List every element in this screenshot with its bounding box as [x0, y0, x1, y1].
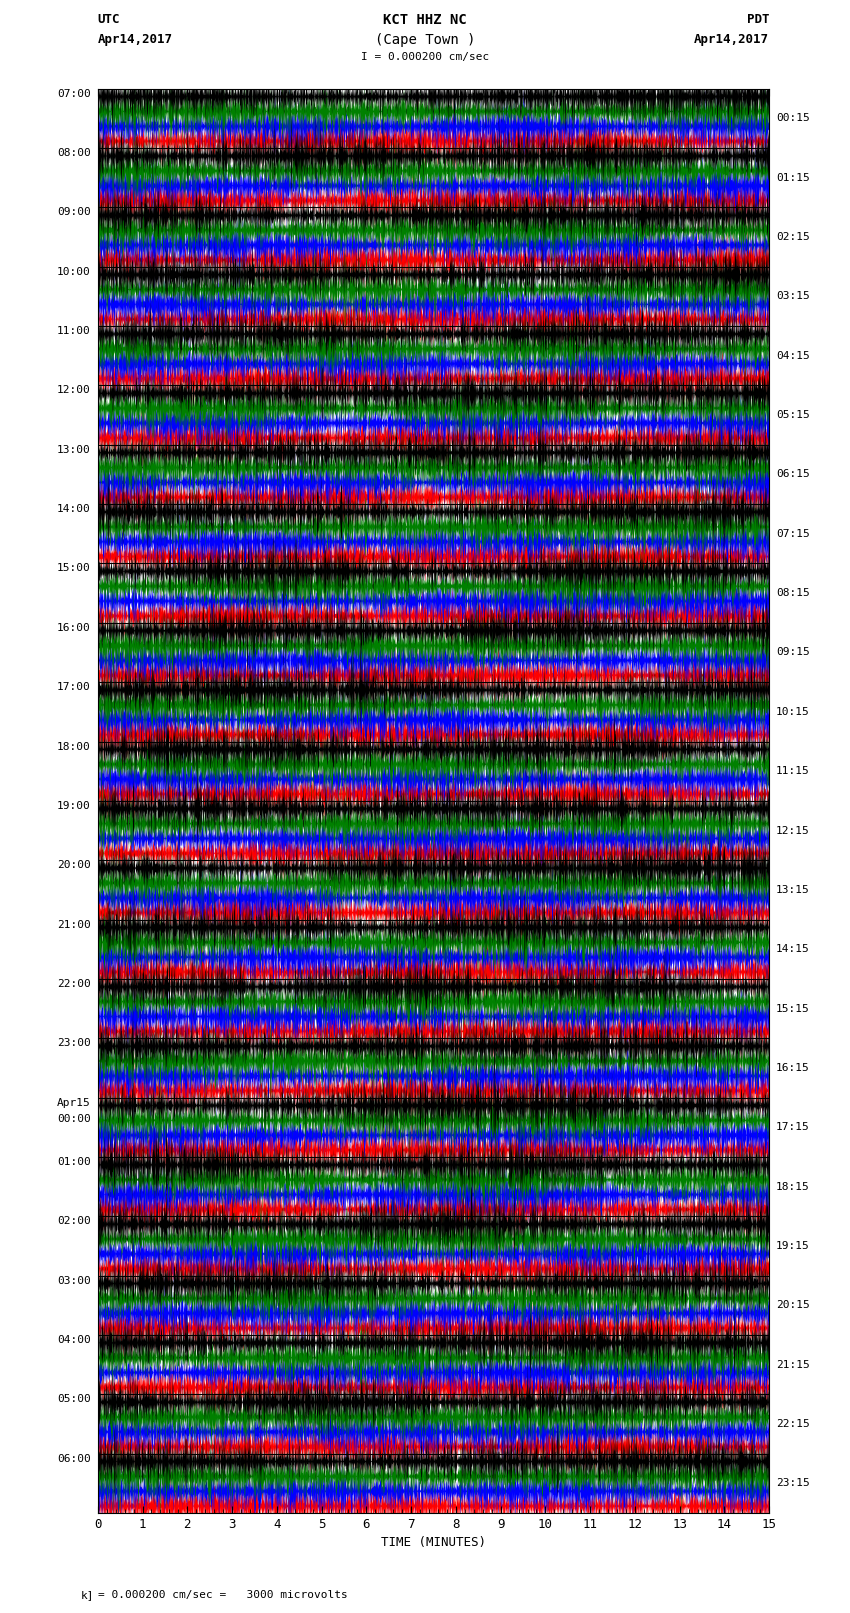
Text: (Cape Town ): (Cape Town ) — [375, 32, 475, 47]
Text: 15:15: 15:15 — [776, 1003, 810, 1013]
Text: 07:15: 07:15 — [776, 529, 810, 539]
Text: I = 0.000200 cm/sec: I = 0.000200 cm/sec — [361, 52, 489, 61]
Text: 03:15: 03:15 — [776, 292, 810, 302]
Text: 17:00: 17:00 — [57, 682, 91, 692]
Text: 21:15: 21:15 — [776, 1360, 810, 1369]
Text: 00:15: 00:15 — [776, 113, 810, 123]
Text: 16:00: 16:00 — [57, 623, 91, 632]
Text: Apr15: Apr15 — [57, 1097, 91, 1108]
Text: 01:15: 01:15 — [776, 173, 810, 182]
Text: 03:00: 03:00 — [57, 1276, 91, 1286]
Text: UTC: UTC — [98, 13, 120, 26]
Text: 15:00: 15:00 — [57, 563, 91, 574]
Text: 18:00: 18:00 — [57, 742, 91, 752]
Text: 17:15: 17:15 — [776, 1123, 810, 1132]
Text: k]: k] — [81, 1590, 94, 1600]
Text: 23:00: 23:00 — [57, 1039, 91, 1048]
Text: 13:15: 13:15 — [776, 886, 810, 895]
Text: 02:15: 02:15 — [776, 232, 810, 242]
Text: 13:00: 13:00 — [57, 445, 91, 455]
Text: 11:00: 11:00 — [57, 326, 91, 336]
Text: Apr14,2017: Apr14,2017 — [694, 32, 769, 45]
Text: 10:15: 10:15 — [776, 706, 810, 716]
Text: 12:15: 12:15 — [776, 826, 810, 836]
Text: 20:15: 20:15 — [776, 1300, 810, 1310]
Text: 07:00: 07:00 — [57, 89, 91, 98]
Text: 21:00: 21:00 — [57, 919, 91, 929]
Text: 22:15: 22:15 — [776, 1419, 810, 1429]
Text: 09:15: 09:15 — [776, 647, 810, 658]
Text: 10:00: 10:00 — [57, 266, 91, 277]
Text: 23:15: 23:15 — [776, 1479, 810, 1489]
Text: 01:00: 01:00 — [57, 1157, 91, 1166]
Text: 08:00: 08:00 — [57, 148, 91, 158]
Text: 05:00: 05:00 — [57, 1394, 91, 1405]
Text: PDT: PDT — [747, 13, 769, 26]
Text: 20:00: 20:00 — [57, 860, 91, 869]
Text: 06:00: 06:00 — [57, 1453, 91, 1463]
Text: Apr14,2017: Apr14,2017 — [98, 32, 173, 45]
Text: 00:00: 00:00 — [57, 1113, 91, 1124]
Text: 04:00: 04:00 — [57, 1336, 91, 1345]
Text: 14:15: 14:15 — [776, 944, 810, 955]
Text: 19:00: 19:00 — [57, 800, 91, 811]
Text: 04:15: 04:15 — [776, 350, 810, 361]
Text: 12:00: 12:00 — [57, 386, 91, 395]
Text: 09:00: 09:00 — [57, 208, 91, 218]
Text: 22:00: 22:00 — [57, 979, 91, 989]
Text: 06:15: 06:15 — [776, 469, 810, 479]
Text: 19:15: 19:15 — [776, 1240, 810, 1252]
Text: 05:15: 05:15 — [776, 410, 810, 419]
Text: = 0.000200 cm/sec =   3000 microvolts: = 0.000200 cm/sec = 3000 microvolts — [98, 1590, 348, 1600]
Text: 02:00: 02:00 — [57, 1216, 91, 1226]
Text: 18:15: 18:15 — [776, 1182, 810, 1192]
Text: KCT HHZ NC: KCT HHZ NC — [383, 13, 467, 27]
Text: 08:15: 08:15 — [776, 589, 810, 598]
Text: 11:15: 11:15 — [776, 766, 810, 776]
Text: 14:00: 14:00 — [57, 505, 91, 515]
X-axis label: TIME (MINUTES): TIME (MINUTES) — [381, 1537, 486, 1550]
Text: 16:15: 16:15 — [776, 1063, 810, 1073]
